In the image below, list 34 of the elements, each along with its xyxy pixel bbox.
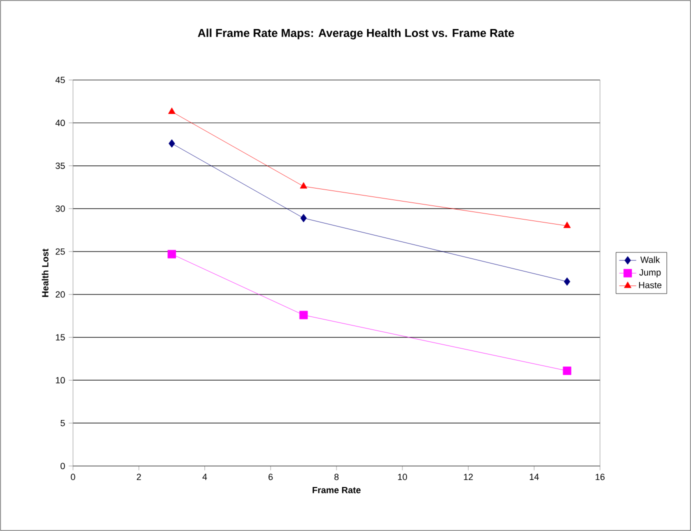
y-tick-label: 35 — [56, 162, 65, 169]
x-tick-label: 16 — [596, 474, 605, 480]
y-tick-label: 10 — [56, 377, 65, 384]
x-tick-label: 6 — [268, 474, 273, 480]
x-tick-label: 2 — [136, 474, 141, 480]
x-tick-label: 12 — [464, 474, 473, 480]
legend-label: Jump — [639, 269, 661, 278]
y-tick-label: 40 — [55, 120, 65, 126]
y-tick-label: 45 — [55, 76, 65, 84]
y-axis-title: Health Lost — [42, 248, 48, 297]
legend-label: Walk — [640, 256, 660, 263]
x-axis-title: Frame Rate — [312, 486, 361, 494]
chart-title: All Frame Rate Maps: Average Health Lost vs. Frame Rate — [198, 28, 514, 40]
point — [562, 366, 572, 375]
x-tick-label: 8 — [334, 474, 339, 480]
point — [299, 310, 308, 320]
x-tick-label: 0 — [70, 474, 76, 480]
point — [168, 139, 175, 148]
x-tick-label: 4 — [202, 474, 207, 480]
point — [168, 108, 176, 114]
y-tick-label: 30 — [56, 205, 65, 212]
point — [300, 182, 308, 189]
point — [563, 222, 571, 228]
x-tick-label: 14 — [530, 474, 539, 480]
x-tick-label: 10 — [398, 474, 408, 480]
y-tick-label: 0 — [60, 462, 65, 470]
y-tick-label: 25 — [56, 248, 65, 255]
point — [168, 250, 176, 258]
y-tick-label: 15 — [56, 334, 65, 340]
legend-label: Haste — [639, 282, 662, 288]
y-tick-label: 5 — [60, 420, 65, 426]
y-tick-label: 20 — [56, 291, 65, 298]
point — [300, 214, 307, 222]
point — [564, 277, 570, 286]
